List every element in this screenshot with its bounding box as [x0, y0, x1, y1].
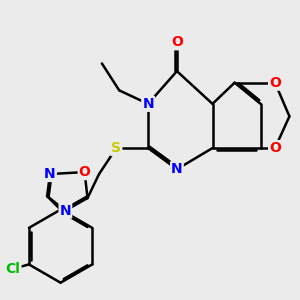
Text: O: O: [269, 76, 281, 90]
Text: S: S: [111, 141, 121, 155]
Text: N: N: [44, 167, 56, 181]
Text: O: O: [269, 141, 281, 155]
Text: O: O: [171, 35, 183, 49]
Text: O: O: [79, 165, 91, 179]
Text: N: N: [171, 162, 183, 176]
Text: N: N: [60, 204, 71, 218]
Text: Cl: Cl: [6, 262, 20, 276]
Text: N: N: [142, 97, 154, 111]
